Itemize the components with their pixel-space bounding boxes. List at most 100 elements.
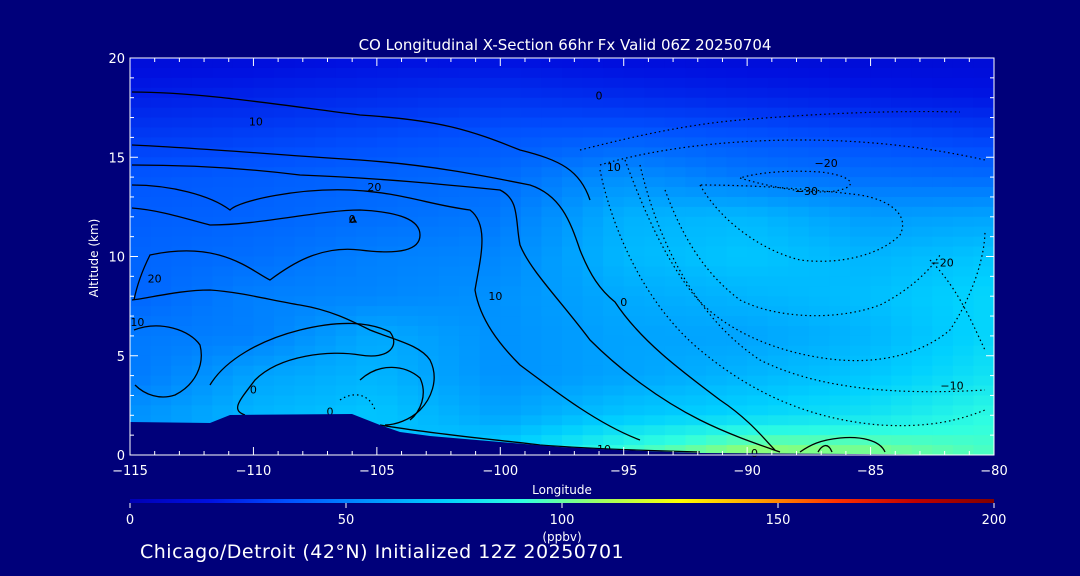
field-cell (685, 107, 707, 119)
field-cell (191, 107, 213, 119)
field-cell (562, 385, 584, 397)
field-cell (726, 365, 748, 377)
field-cell (623, 196, 645, 208)
field-cell (500, 87, 522, 99)
field-cell (274, 67, 296, 79)
field-cell (253, 127, 275, 138)
field-cell (500, 395, 522, 406)
x-tick-label: −95 (610, 464, 637, 479)
field-cell (397, 425, 419, 436)
field-cell (788, 77, 810, 89)
field-cell (479, 58, 501, 69)
field-cell (973, 365, 994, 377)
field-cell (479, 67, 501, 79)
field-cell (891, 157, 913, 168)
field-cell (932, 345, 954, 357)
field-cell (520, 355, 543, 367)
field-cell (850, 127, 872, 138)
field-cell (808, 236, 831, 248)
field-cell (438, 276, 460, 287)
field-cell (356, 325, 378, 337)
field-cell (973, 286, 994, 297)
field-cell (808, 365, 831, 377)
field-cell (294, 276, 316, 287)
field-cell (603, 206, 625, 218)
field-cell (891, 226, 913, 238)
field-cell (767, 325, 789, 337)
field-cell (664, 395, 687, 406)
field-cell (500, 306, 522, 317)
field-cell (911, 58, 933, 69)
field-cell (603, 385, 625, 397)
contour-line-solid (379, 424, 701, 453)
field-cell (911, 405, 933, 416)
field-cell (973, 127, 994, 138)
field-cell (603, 137, 625, 148)
field-cell (541, 167, 563, 178)
field-cell (603, 276, 625, 287)
field-cell (932, 206, 954, 218)
field-cell (212, 137, 234, 148)
field-cell (562, 177, 584, 188)
field-cell (952, 157, 975, 168)
field-cell (994, 127, 1015, 138)
field-cell (726, 206, 748, 218)
field-cell (582, 137, 604, 148)
field-cell (253, 226, 275, 238)
field-cell (582, 77, 604, 89)
field-cell (644, 276, 666, 287)
field-cell (541, 196, 563, 208)
field-cell (500, 187, 522, 198)
field-cell (479, 266, 501, 277)
field-cell (911, 316, 933, 327)
field-cell (870, 206, 892, 218)
field-cell (130, 226, 152, 238)
field-cell (500, 425, 522, 436)
field-cell (315, 385, 337, 397)
field-cell (850, 435, 872, 446)
field-cell (808, 415, 831, 426)
field-cell (438, 246, 460, 258)
field-cell (644, 256, 666, 268)
field-cell (274, 107, 296, 119)
field-cell (294, 355, 316, 367)
field-cell (644, 435, 666, 446)
field-cell (788, 167, 810, 178)
field-cell (994, 227, 1015, 238)
field-cell (541, 415, 563, 426)
field-cell (335, 187, 357, 198)
field-cell (459, 335, 481, 347)
field-cell (850, 415, 872, 426)
field-cell (356, 345, 378, 357)
field-cell (747, 276, 769, 287)
field-cell (376, 216, 399, 228)
field-cell (232, 335, 255, 347)
field-cell (808, 107, 831, 119)
field-cell (438, 286, 460, 297)
field-cell (582, 187, 604, 198)
field-cell (356, 107, 378, 119)
field-cell (623, 58, 645, 69)
field-cell (274, 226, 296, 238)
field-cell (232, 276, 255, 287)
field-cell (829, 325, 851, 337)
field-cell (315, 365, 337, 377)
field-cell (418, 246, 440, 258)
field-cell (232, 167, 255, 178)
field-cell (891, 107, 913, 119)
field-cell (870, 385, 892, 397)
field-cell (253, 405, 275, 416)
field-cell (932, 167, 954, 178)
field-cell (335, 306, 357, 317)
field-cell (726, 147, 748, 158)
field-cell (891, 87, 913, 99)
field-cell (788, 276, 810, 287)
field-cell (808, 385, 831, 397)
field-cell (150, 375, 172, 387)
field-cell (171, 206, 193, 218)
field-cell (644, 137, 666, 148)
field-cell (726, 187, 748, 198)
field-cell (274, 395, 296, 406)
colorbar-tick-label: 200 (982, 513, 1007, 528)
